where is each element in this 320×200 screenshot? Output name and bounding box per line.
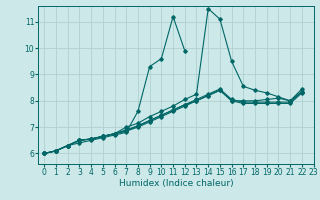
X-axis label: Humidex (Indice chaleur): Humidex (Indice chaleur) (119, 179, 233, 188)
